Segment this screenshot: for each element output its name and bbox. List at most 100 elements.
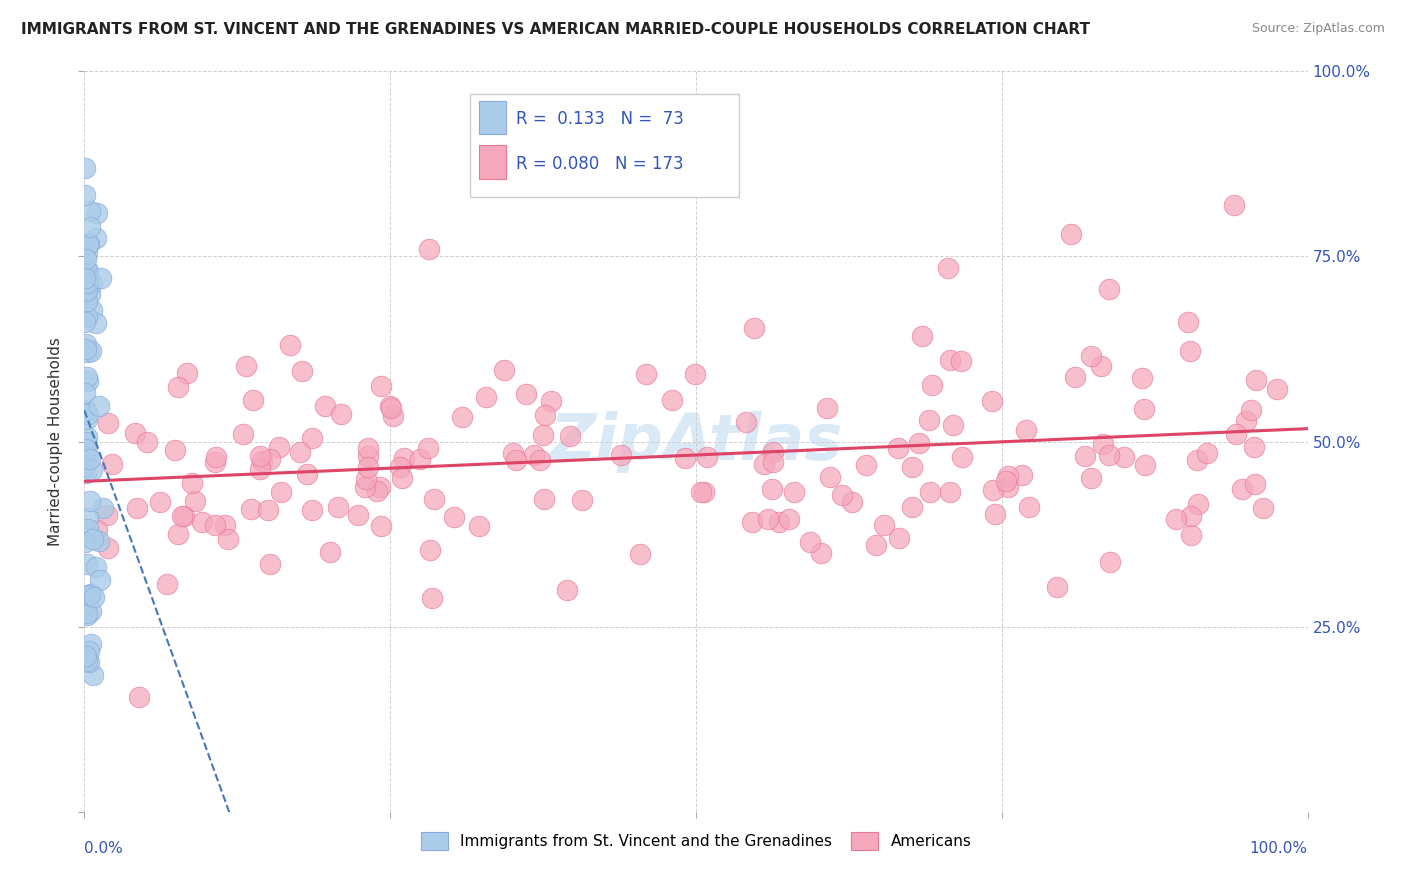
Point: [693, 484, 716, 499]
Point: [232, 426, 254, 441]
Point: [73, 270, 96, 285]
Point: [474, 390, 496, 404]
Point: [936, 260, 959, 275]
Point: [357, 449, 380, 463]
Point: [76, 246, 98, 260]
Point: [505, 453, 527, 467]
Point: [76, 557, 98, 571]
Point: [76, 430, 98, 444]
Point: [79, 588, 101, 602]
Point: [149, 495, 172, 509]
Point: [75, 252, 97, 267]
Point: [297, 467, 319, 481]
Point: [1265, 382, 1288, 396]
Text: IMMIGRANTS FROM ST. VINCENT AND THE GRENADINES VS AMERICAN MARRIED-COUPLE HOUSEH: IMMIGRANTS FROM ST. VINCENT AND THE GREN…: [21, 22, 1090, 37]
Point: [1046, 580, 1069, 594]
Point: [1195, 446, 1218, 460]
Point: [742, 321, 765, 335]
Point: [1011, 467, 1033, 482]
Point: [73, 535, 96, 549]
Point: [75, 403, 97, 417]
Point: [82, 277, 104, 291]
Text: ZipAtlas: ZipAtlas: [550, 410, 842, 473]
Point: [356, 441, 378, 455]
Point: [761, 483, 783, 497]
Point: [782, 485, 804, 500]
Point: [73, 187, 96, 202]
Point: [1240, 403, 1263, 417]
Point: [354, 472, 377, 486]
Point: [378, 399, 401, 413]
Y-axis label: Married-couple Households: Married-couple Households: [48, 337, 63, 546]
Point: [96, 508, 118, 522]
Text: 0.0%: 0.0%: [84, 841, 124, 856]
Point: [391, 471, 413, 485]
Point: [235, 359, 257, 374]
Point: [318, 545, 340, 559]
Point: [73, 590, 96, 604]
Point: [531, 427, 554, 442]
Point: [87, 399, 110, 413]
Point: [1164, 512, 1187, 526]
Point: [270, 484, 292, 499]
Point: [950, 450, 973, 464]
Point: [87, 534, 110, 549]
Point: [1133, 402, 1156, 417]
Point: [1098, 448, 1121, 462]
Point: [423, 492, 446, 507]
Point: [920, 485, 942, 500]
Point: [1230, 482, 1253, 496]
Point: [1015, 423, 1038, 437]
Point: [388, 459, 411, 474]
Point: [696, 450, 718, 464]
Point: [173, 508, 195, 523]
Point: [76, 374, 98, 388]
Point: [981, 483, 1004, 497]
Point: [76, 412, 98, 426]
Point: [734, 416, 756, 430]
Point: [1099, 555, 1122, 569]
Point: [628, 112, 651, 127]
Point: [76, 523, 98, 537]
Point: [628, 547, 651, 561]
Point: [76, 607, 98, 622]
Point: [75, 649, 97, 664]
Point: [77, 344, 100, 359]
Point: [135, 435, 157, 450]
Point: [1060, 227, 1083, 242]
Point: [163, 442, 186, 457]
Point: [329, 407, 352, 421]
Point: [76, 284, 98, 298]
Point: [76, 276, 98, 290]
Point: [370, 379, 392, 393]
Point: [76, 260, 98, 275]
Point: [984, 507, 1007, 521]
Point: [77, 237, 100, 252]
Point: [357, 460, 380, 475]
Point: [555, 583, 578, 598]
Point: [1064, 370, 1087, 384]
Point: [204, 455, 226, 469]
Legend: Immigrants from St. Vincent and the Grenadines, Americans: Immigrants from St. Vincent and the Gren…: [415, 826, 977, 856]
Point: [288, 445, 311, 459]
Point: [97, 541, 120, 556]
Point: [73, 315, 96, 329]
Point: [257, 503, 280, 517]
Point: [79, 603, 101, 617]
Point: [778, 512, 800, 526]
Point: [468, 518, 491, 533]
Point: [82, 668, 104, 682]
Point: [741, 515, 763, 529]
Text: 100.0%: 100.0%: [1250, 841, 1308, 856]
Point: [75, 466, 97, 480]
Point: [204, 518, 226, 533]
Point: [420, 591, 443, 605]
Point: [84, 560, 107, 574]
Point: [77, 277, 100, 291]
Point: [818, 469, 841, 483]
Point: [176, 367, 198, 381]
Point: [76, 449, 98, 463]
Point: [1080, 470, 1102, 484]
Point: [762, 454, 785, 468]
Point: [994, 474, 1017, 488]
